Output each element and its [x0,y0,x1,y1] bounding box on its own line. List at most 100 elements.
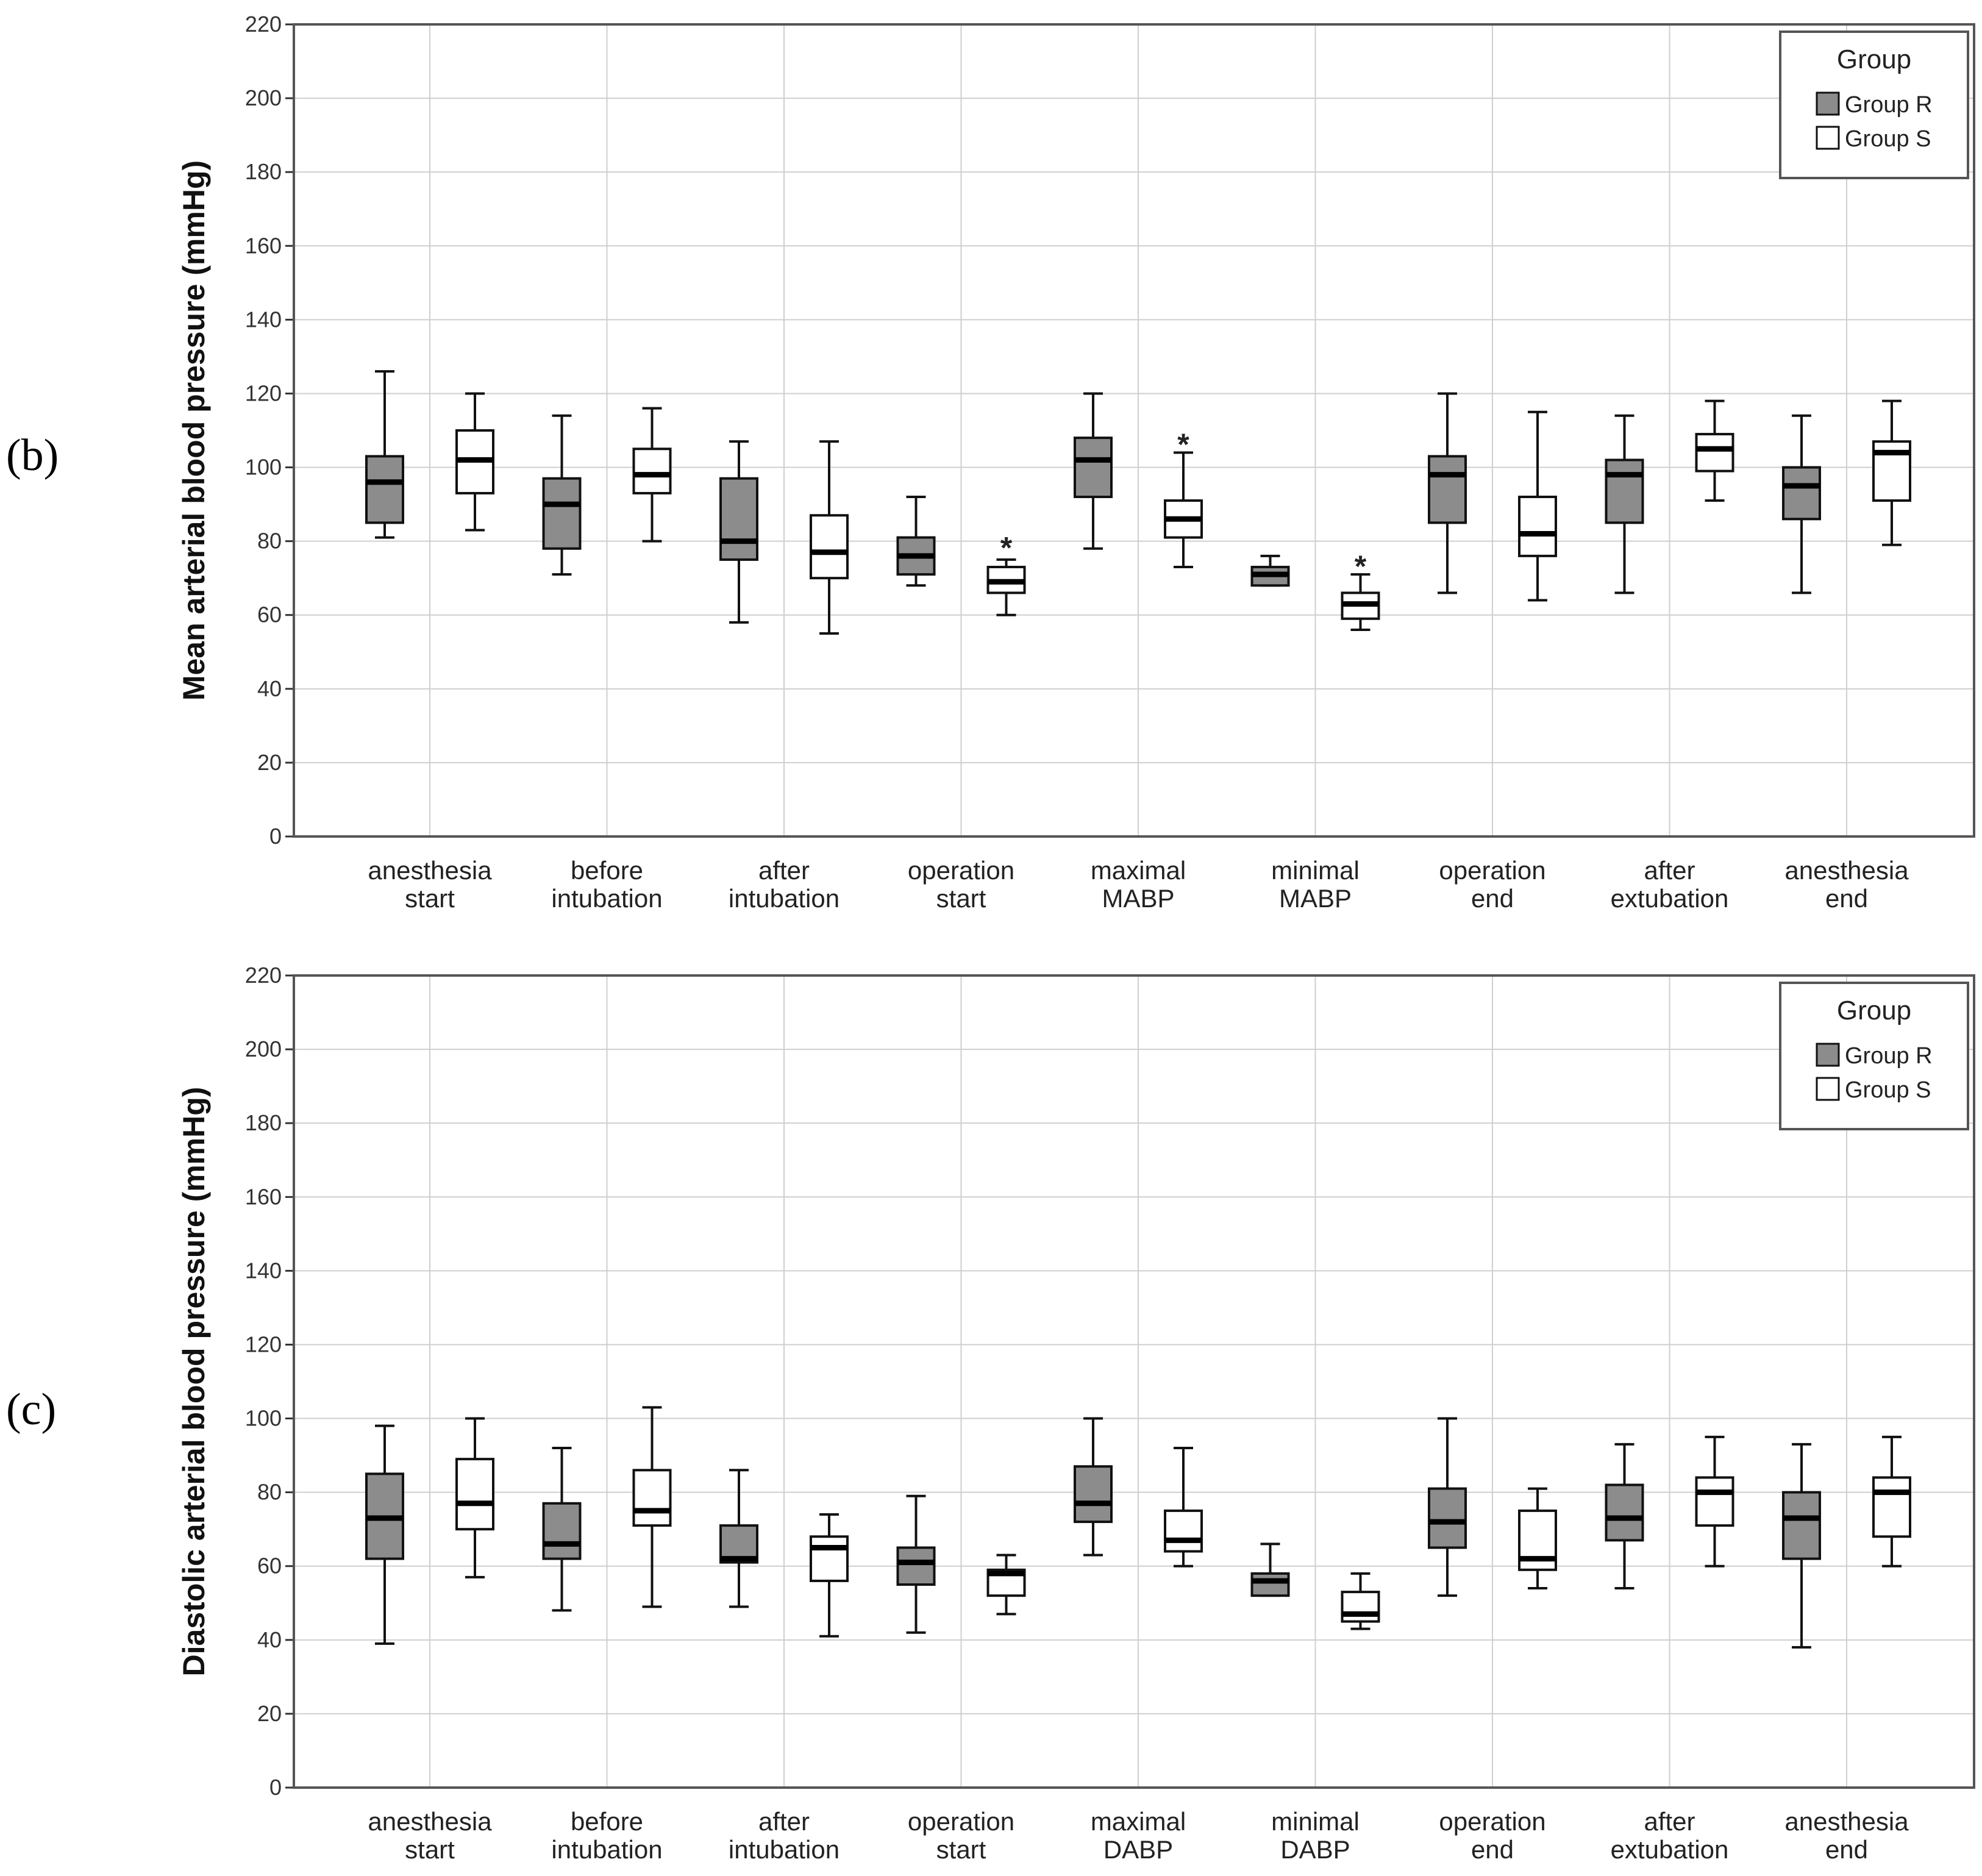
box-group-r [1428,455,1467,524]
x-category-label: end [1825,884,1868,913]
x-category-label: operation [1439,1807,1545,1836]
legend-swatch-group-r [1816,91,1840,116]
plot-frame [293,974,1975,1789]
legend-title: Group [1837,996,1911,1025]
x-category-label: MABP [1102,884,1174,913]
y-tick-label: 100 [245,1406,282,1431]
x-category-label: anesthesia [1784,856,1909,885]
x-category-label: operation [1439,856,1545,885]
y-tick-label: 80 [257,529,282,554]
box-group-r [1074,1465,1113,1524]
x-category-label: intubation [551,1835,662,1864]
y-tick-label: 160 [245,1184,282,1209]
box-group-s [1164,1509,1203,1553]
x-category-label: after [758,1807,810,1836]
x-category-label: maximal [1091,856,1186,885]
legend-entry: Group S [1845,1077,1931,1103]
y-tick-label: 200 [245,1036,282,1061]
box-group-s [810,1535,849,1582]
x-category-label: intubation [729,884,839,913]
significance-asterisk: * [1000,531,1013,565]
x-category-label: maximal [1091,1807,1186,1836]
y-tick-label: 180 [245,1110,282,1135]
legend-swatch-group-s [1816,1077,1840,1101]
box-group-s [1695,1476,1734,1527]
y-tick-label: 120 [245,380,282,405]
x-category-label: anesthesia [1784,1807,1909,1836]
y-tick-label: 100 [245,455,282,480]
box-group-r [365,455,404,524]
significance-asterisk: * [1177,427,1189,462]
y-tick-label: 160 [245,233,282,258]
legend-swatch-group-s [1816,126,1840,150]
panel-label: (c) [6,1385,57,1435]
y-tick-label: 20 [257,1701,282,1726]
y-tick-label: 0 [269,1775,282,1800]
box-group-r [1782,466,1821,521]
x-category-label: extubation [1611,1835,1729,1864]
chart-c: 0 20 40 60 80 100 120 140 160 180 200 220 anesthesia… [177,963,1975,1864]
legend-box [1779,30,1969,179]
y-tick-label: 60 [257,602,282,627]
box-group-s [1695,433,1734,473]
y-tick-label: 200 [245,85,282,110]
x-category-label: start [936,1835,986,1864]
y-tick-label: 40 [257,676,282,701]
x-category-label: end [1825,1835,1868,1864]
chart-panel-c: (c) 0 20 40 60 80 100 120 140 160 180 200 220 anesth… [0,951,1982,1876]
box-group-r [1782,1491,1821,1560]
panel-label: (b) [6,430,59,480]
box-group-r [719,477,758,561]
x-category-label: DABP [1280,1835,1350,1864]
y-tick-label: 220 [245,963,282,988]
chart-panel-b: (b) 0 20 40 60 80 100 120 140 160 180 200 220 * * * ane… [0,0,1982,927]
x-category-label: extubation [1611,884,1729,913]
plot-frame [293,23,1975,838]
box-group-r [1074,437,1113,498]
box-group-r [1605,458,1644,524]
significance-asterisk: * [1355,549,1367,583]
y-tick-label: 120 [245,1332,282,1357]
box-group-r [1428,1487,1467,1549]
x-category-label: operation [908,1807,1014,1836]
x-category-label: minimal [1271,1807,1360,1836]
x-category-label: minimal [1271,856,1360,885]
chart-b: 0 20 40 60 80 100 120 140 160 180 200 220 * * * anesthe… [177,12,1975,913]
legend-entry: Group R [1845,1043,1933,1069]
legend-swatch-group-r [1816,1043,1840,1067]
legend-title: Group [1837,45,1911,74]
box-group-r [1605,1483,1644,1542]
y-tick-label: 180 [245,159,282,184]
x-category-label: start [405,884,455,913]
x-category-label: operation [908,856,1014,885]
y-tick-label: 0 [269,824,282,849]
y-tick-label: 140 [245,307,282,332]
box-group-s [1518,495,1557,557]
x-category-label: after [758,856,810,885]
x-category-label: anesthesia [368,856,492,885]
box-group-s [632,1469,672,1527]
plot-area [294,975,1974,1788]
x-category-label: after [1644,1807,1695,1836]
box-group-s [810,514,849,580]
box-group-r [542,1502,582,1560]
x-category-label: intubation [551,884,662,913]
y-tick-label: 60 [257,1553,282,1578]
y-tick-label: 80 [257,1480,282,1505]
x-category-label: start [405,1835,455,1864]
x-category-label: intubation [729,1835,839,1864]
box-group-r [896,1546,936,1586]
x-category-label: end [1471,1835,1514,1864]
x-category-label: before [571,856,643,885]
box-group-s [1872,1476,1911,1538]
box-group-s [1341,1591,1380,1623]
x-category-label: DABP [1103,1835,1173,1864]
x-category-label: after [1644,856,1695,885]
x-category-label: anesthesia [368,1807,492,1836]
x-category-label: end [1471,884,1514,913]
y-axis-label: Mean arterial blood pressure (mmHg) [177,160,211,701]
x-category-label: MABP [1279,884,1352,913]
legend-box [1779,982,1969,1130]
y-tick-label: 40 [257,1627,282,1652]
x-category-label: before [571,1807,643,1836]
